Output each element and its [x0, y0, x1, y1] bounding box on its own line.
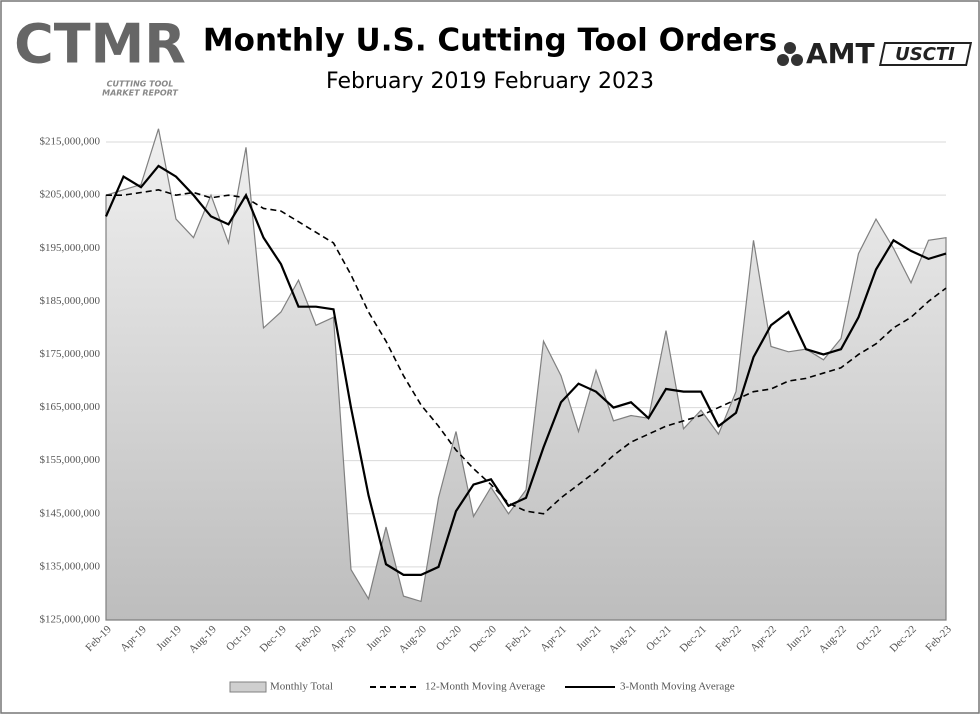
y-tick-label: $205,000,000	[40, 189, 101, 201]
chart-subtitle: February 2019 February 2023	[326, 69, 654, 94]
y-tick-label: $125,000,000	[40, 614, 101, 626]
logo-tagline: CUTTING TOOL	[107, 80, 174, 89]
logo-amt-icon	[777, 42, 803, 66]
logo-uscti-box	[878, 42, 973, 66]
y-tick-label: $145,000,000	[40, 507, 101, 519]
y-tick-label: $165,000,000	[40, 401, 101, 413]
logo-amt: AMT	[806, 37, 875, 70]
y-tick-label: $155,000,000	[40, 454, 101, 466]
chart-title: Monthly U.S. Cutting Tool Orders	[203, 23, 777, 59]
y-tick-label: $175,000,000	[40, 348, 101, 360]
legend-label: Monthly Total	[270, 681, 333, 693]
legend-swatch	[229, 681, 267, 693]
logo-uscti: USCTI	[895, 44, 955, 65]
y-tick-label: $215,000,000	[40, 136, 101, 148]
y-tick-label: $135,000,000	[40, 560, 101, 572]
line	[104, 164, 947, 576]
area	[105, 128, 947, 621]
y-tick-label: $195,000,000	[40, 242, 101, 254]
y-tick-label: $185,000,000	[40, 295, 101, 307]
legend-label: 12-Month Moving Average	[425, 681, 545, 693]
logo-tagline: MARKET REPORT	[102, 89, 178, 98]
logo-ctmr: CTMR	[14, 13, 186, 76]
legend-label: 3-Month Moving Average	[620, 681, 735, 693]
